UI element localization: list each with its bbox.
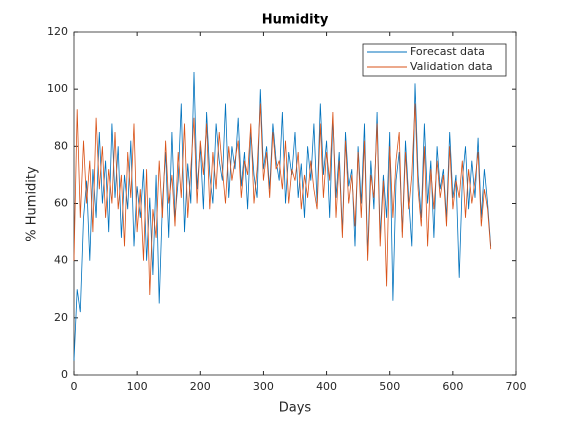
x-tick-label: 600 bbox=[442, 380, 463, 393]
x-tick-label: 700 bbox=[506, 380, 527, 393]
x-axis-label: Days bbox=[279, 401, 312, 416]
x-tick-label: 200 bbox=[190, 380, 211, 393]
legend-box bbox=[362, 43, 507, 77]
y-tick-label: 100 bbox=[47, 82, 68, 95]
x-tick-label: 400 bbox=[316, 380, 337, 393]
x-tick-label: 100 bbox=[127, 380, 148, 393]
y-tick-label: 80 bbox=[54, 139, 68, 152]
x-tick-label: 0 bbox=[71, 380, 78, 393]
y-tick-label: 0 bbox=[61, 368, 68, 381]
x-tick-label: 500 bbox=[379, 380, 400, 393]
x-tick-label: 300 bbox=[253, 380, 274, 393]
y-tick-label: 60 bbox=[54, 197, 68, 210]
chart-title: Humidity bbox=[262, 13, 329, 28]
y-tick-label: 120 bbox=[47, 25, 68, 38]
legend-label: Validation data bbox=[410, 60, 493, 73]
y-axis-label: % Humidity bbox=[25, 166, 40, 242]
y-tick-label: 20 bbox=[54, 311, 68, 324]
series-line bbox=[73, 103, 492, 296]
y-tick-label: 40 bbox=[54, 254, 68, 267]
legend-label: Forecast data bbox=[410, 45, 485, 58]
plot-area bbox=[73, 31, 517, 376]
